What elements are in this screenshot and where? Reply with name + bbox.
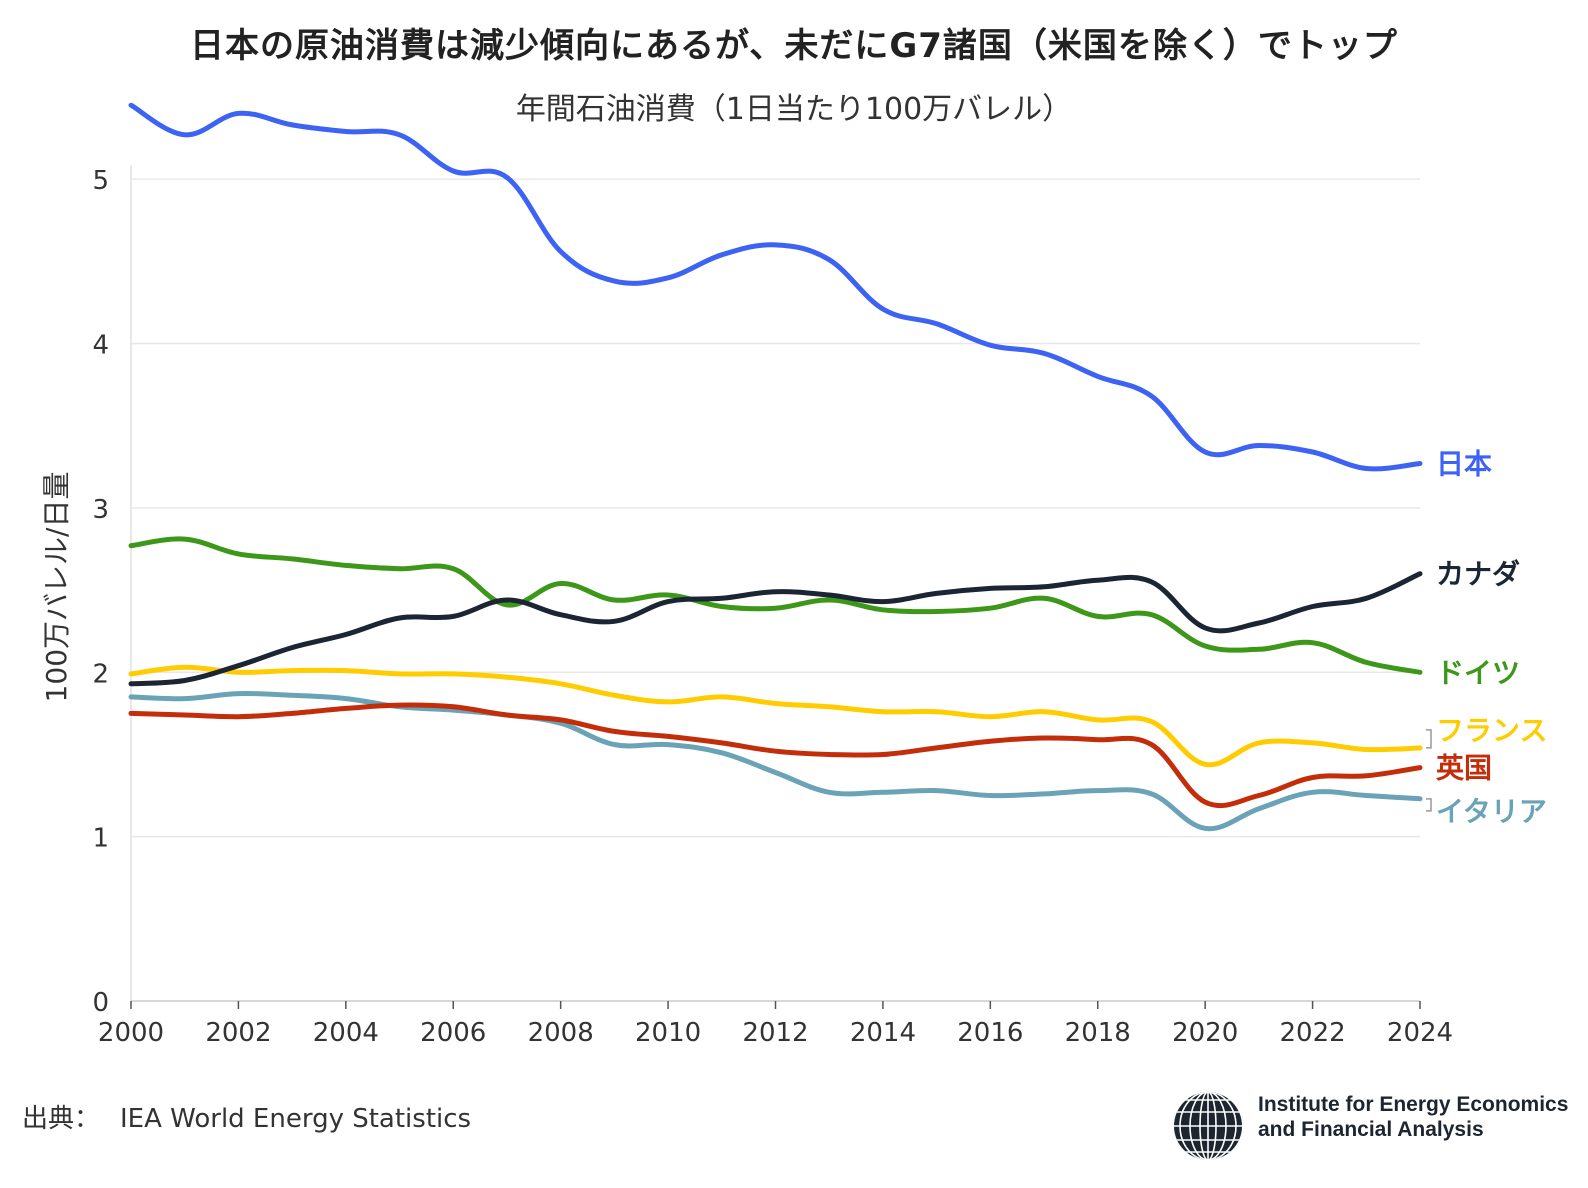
x-tick-label: 2024: [1387, 1018, 1453, 1048]
series-label: 日本: [1436, 448, 1492, 481]
source-label: 出典：: [22, 1104, 101, 1134]
series-line: [128, 536, 1423, 675]
x-tick-label: 2010: [635, 1018, 701, 1048]
series-line: [128, 702, 1423, 809]
series-line: [128, 690, 1423, 832]
label-connector: [1426, 798, 1432, 812]
chart-title: 日本の原油消費は減少傾向にあるが、未だにG7諸国（米国を除く）でトップ: [190, 26, 1398, 66]
logo-line-1: Institute for Energy Economics: [1258, 1093, 1569, 1116]
y-tick-label: 3: [92, 495, 109, 525]
x-tick-label: 2004: [313, 1018, 379, 1048]
chart-subtitle: 年間石油消費（1日当たり100万バレル）: [515, 92, 1073, 127]
source-note: 出典： IEA World Energy Statistics: [22, 1098, 491, 1135]
y-tick-label: 0: [92, 988, 109, 1018]
x-tick-label: 2006: [420, 1018, 486, 1048]
x-tick-label: 2020: [1172, 1018, 1238, 1048]
logo-text: Institute for Energy Economics and Finan…: [1258, 1092, 1568, 1142]
series-label: ドイツ: [1436, 656, 1520, 689]
series-line: [128, 571, 1423, 687]
label-connector: [1426, 729, 1432, 749]
series-label: 英国: [1436, 752, 1492, 785]
x-tick-label: 2012: [742, 1018, 808, 1048]
line-chart: 0 1 2 3 4 5 2000 2002 2004 2006 2008 2010 2012 2014 20…: [40, 102, 1547, 1048]
x-tick-label: 2008: [528, 1018, 594, 1048]
x-tick-label: 2014: [850, 1018, 916, 1048]
y-tick-label: 1: [92, 824, 109, 854]
y-tick-label: 2: [92, 659, 109, 689]
y-axis-label: 100万バレル/日量: [40, 472, 73, 703]
y-tick-label: 5: [92, 166, 109, 196]
x-tick-label: 2000: [98, 1018, 164, 1048]
logo-line-2: and Financial Analysis: [1258, 1118, 1484, 1141]
series-label: イタリア: [1436, 795, 1547, 828]
y-tick-label: 4: [92, 331, 109, 361]
x-tick-label: 2022: [1279, 1018, 1345, 1048]
series-label: カナダ: [1436, 558, 1520, 591]
x-tick-label: 2002: [205, 1018, 271, 1048]
x-tick-label: 2016: [957, 1018, 1023, 1048]
series-line: [128, 664, 1423, 768]
globe-icon: [1174, 1092, 1242, 1160]
series-label: フランス: [1436, 714, 1547, 747]
x-tick-label: 2018: [1065, 1018, 1131, 1048]
ieefa-logo: Institute for Energy Economics and Finan…: [1170, 1086, 1580, 1166]
source-text: IEA World Energy Statistics: [120, 1104, 472, 1134]
series-line: [128, 102, 1423, 472]
